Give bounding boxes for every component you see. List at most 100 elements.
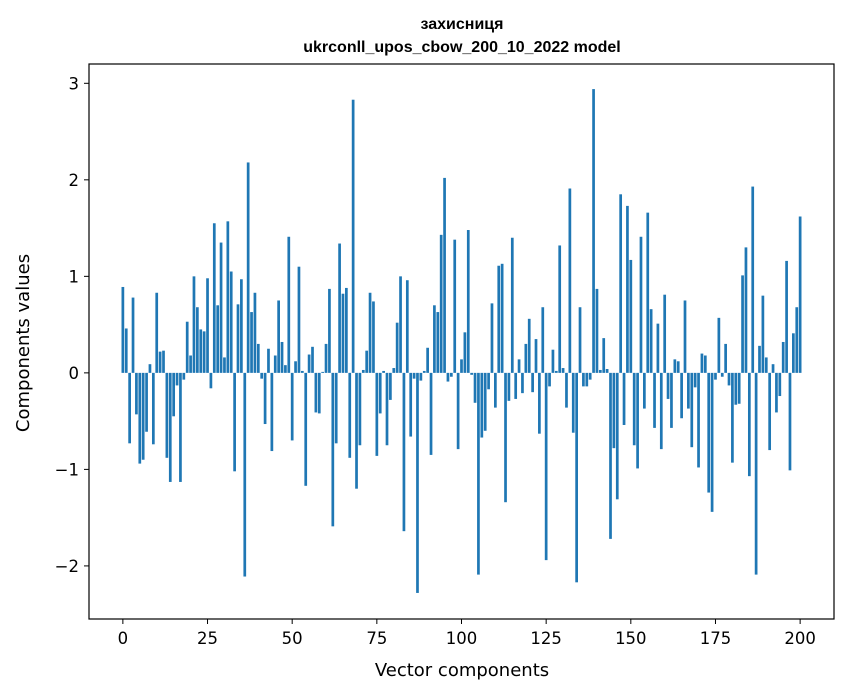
bar [236, 304, 240, 373]
bar [714, 372, 717, 380]
bar [419, 372, 423, 381]
bar [473, 372, 477, 403]
bar [531, 372, 534, 393]
bar [223, 357, 226, 373]
bar [355, 372, 358, 489]
bar [731, 372, 734, 463]
bar [751, 186, 755, 373]
bar [683, 300, 687, 373]
bar [402, 372, 406, 532]
bar [449, 372, 453, 377]
bar [734, 372, 738, 405]
plot-frame [88, 63, 835, 620]
bar [121, 286, 125, 373]
x-tick-label: 100 [446, 629, 478, 648]
bar [297, 266, 301, 373]
bar [727, 372, 731, 386]
bar [439, 234, 443, 373]
bar [341, 293, 345, 373]
bar [165, 372, 169, 458]
bar [673, 359, 677, 373]
bar [138, 372, 142, 464]
bar [185, 321, 189, 373]
bar [507, 372, 511, 401]
bar [372, 301, 375, 373]
bar [128, 372, 131, 444]
chart-subtitle: ukrconll_upos_cbow_200_10_2022 model [303, 39, 620, 56]
bar [287, 236, 291, 373]
bar [687, 372, 690, 409]
bar [273, 355, 277, 373]
bar [453, 239, 457, 373]
bar [416, 372, 419, 593]
y-axis-ticks: −2 −1 0 1 2 3 [55, 74, 89, 576]
bar [490, 303, 494, 373]
bar [206, 278, 209, 373]
bar [250, 312, 253, 373]
bar [598, 369, 602, 373]
bar [304, 372, 308, 486]
bar [141, 372, 145, 460]
bar [460, 359, 463, 373]
bar [338, 243, 341, 373]
bar [409, 372, 413, 437]
bar [781, 341, 785, 373]
bar [619, 194, 623, 373]
bar [517, 359, 521, 373]
y-tick-label: −2 [55, 557, 79, 576]
bar [405, 280, 409, 373]
bar [778, 372, 782, 397]
bar [331, 372, 335, 527]
x-tick-label: 175 [700, 629, 732, 648]
bar [284, 365, 287, 373]
bar [270, 372, 274, 452]
bar [151, 372, 155, 445]
bar [433, 305, 436, 373]
bar [246, 162, 250, 373]
bar [710, 372, 714, 512]
bar [615, 372, 619, 500]
bar [385, 372, 389, 446]
bar [192, 276, 196, 373]
bar [378, 372, 382, 414]
bar [737, 372, 741, 404]
bar [158, 351, 162, 373]
chart-title: захисниця [421, 16, 504, 33]
bar [558, 245, 562, 373]
x-axis-label: Vector components [375, 660, 549, 681]
bar [541, 307, 545, 373]
bar [365, 350, 369, 373]
bar [175, 372, 179, 386]
bar [754, 372, 758, 575]
bar [700, 353, 704, 373]
bar [443, 177, 446, 373]
bar [426, 347, 429, 373]
bar [551, 349, 555, 373]
bar [670, 372, 673, 428]
bar [361, 369, 365, 373]
bar [720, 372, 724, 377]
bar [226, 221, 230, 373]
bar [764, 357, 768, 373]
bar [256, 343, 260, 373]
bar [636, 372, 639, 469]
bar [375, 372, 379, 456]
bar [761, 295, 765, 373]
bar [497, 265, 501, 373]
bar [233, 372, 236, 472]
bar [798, 216, 802, 373]
bar [389, 372, 392, 400]
bar [534, 339, 538, 373]
bar [676, 361, 680, 373]
bar [168, 372, 172, 482]
bar [639, 236, 643, 373]
bar [521, 372, 524, 394]
bar [527, 318, 531, 373]
bar [219, 242, 223, 373]
y-tick-label: 0 [69, 364, 80, 383]
bar [470, 372, 474, 375]
bar [524, 343, 528, 373]
bar [229, 271, 233, 373]
bar [196, 307, 199, 373]
bar [554, 370, 558, 373]
